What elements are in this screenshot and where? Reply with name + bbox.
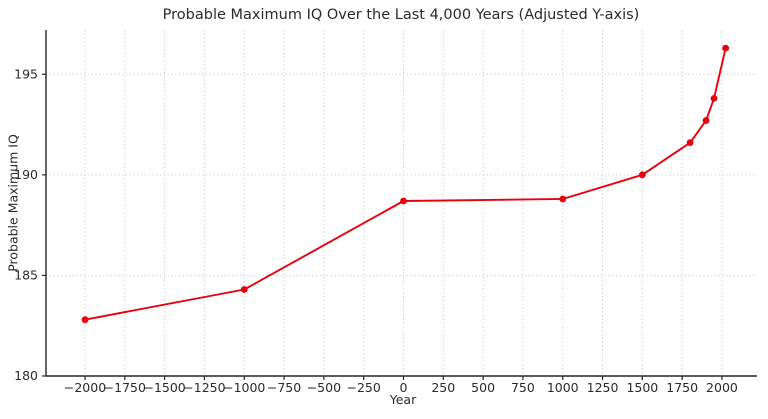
x-tick-label: −1000 [223,380,265,395]
data-point [559,195,567,203]
y-tick-label: 180 [14,368,38,383]
data-point [638,171,646,179]
x-tick-label: −2000 [64,380,106,395]
x-tick-label: 0 [400,380,408,395]
data-point [686,139,694,147]
x-axis-label: Year [389,392,417,407]
x-tick-label: 2000 [706,380,738,395]
x-tick-label: −1250 [183,380,225,395]
x-tick-label: 1000 [547,380,579,395]
x-tick-label: 500 [471,380,495,395]
x-tick-label: 1250 [587,380,619,395]
x-tick-label: −1750 [104,380,146,395]
chart-title: Probable Maximum IQ Over the Last 4,000 … [162,7,640,23]
x-tick-label: 250 [431,380,455,395]
x-tick-label: 750 [511,380,535,395]
gridlines [46,30,757,377]
x-tick-label: −250 [347,380,381,395]
x-tick-label: 1500 [626,380,658,395]
ticks: −2000−1750−1500−1250−1000 −750 −500 −250 0 25… [14,66,738,395]
x-tick-label: 1750 [666,380,698,395]
y-tick-label: 185 [14,268,38,283]
data-point [81,316,89,324]
x-tick-label: −750 [267,380,301,395]
data-point [240,286,248,293]
trend-line [84,47,727,321]
data-point [710,94,718,102]
x-tick-label: −1500 [143,380,185,395]
data-point [702,117,710,124]
data-point [722,44,730,52]
x-tick-label: −500 [307,380,341,395]
data-point [400,197,407,205]
series-probable-maximum-iq [81,44,730,324]
y-tick-label: 190 [14,167,38,182]
y-tick-label: 195 [14,66,38,81]
y-axis-label: Probable Maximum IQ [5,134,21,272]
